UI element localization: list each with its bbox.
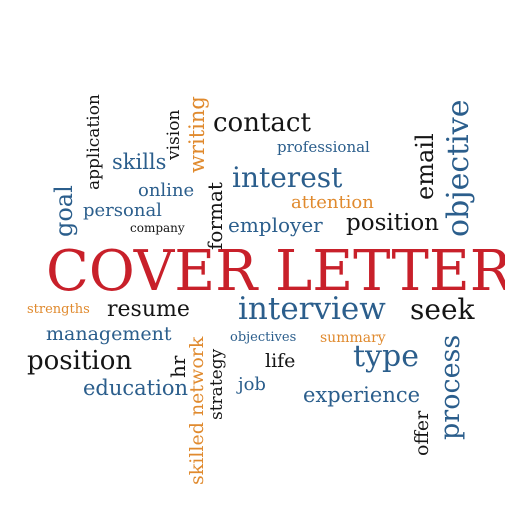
word-resume: resume [107,297,190,322]
word-job: job [238,374,266,395]
word-type: type [353,339,419,374]
word-strategy: strategy [207,348,227,420]
word-contact: contact [213,108,311,138]
word-format: format [203,182,227,250]
word-professional: professional [277,138,370,156]
word-position-bottom: position [27,346,133,376]
word-position-top: position [346,210,439,236]
word-objectives: objectives [230,330,297,345]
word-interview: interview [238,291,386,327]
word-process: process [435,334,466,440]
word-vision: vision [164,109,184,160]
word-goal: goal [50,185,78,237]
word-skilled-network: skilled network [186,336,208,485]
word-application: application [84,94,104,190]
word-life: life [265,350,296,372]
word-offer: offer [411,410,433,456]
word-seek: seek [410,293,475,326]
word-company: company [130,221,185,235]
word-summary: summary [320,330,386,346]
word-writing: writing [185,96,209,173]
word-education: education [83,376,188,400]
word-personal: personal [83,200,162,221]
word-skills: skills [112,150,167,174]
word-online: online [138,180,195,201]
word-management: management [46,323,172,345]
word-objective: objective [441,99,476,237]
word-cover-letter: COVER LETTER [46,239,505,304]
word-experience: experience [303,383,421,407]
word-employer: employer [228,213,323,237]
word-email: email [411,133,439,200]
word-strengths: strengths [27,302,90,317]
word-hr: hr [166,355,190,378]
word-interest: interest [232,161,343,194]
word-attention: attention [291,192,374,213]
